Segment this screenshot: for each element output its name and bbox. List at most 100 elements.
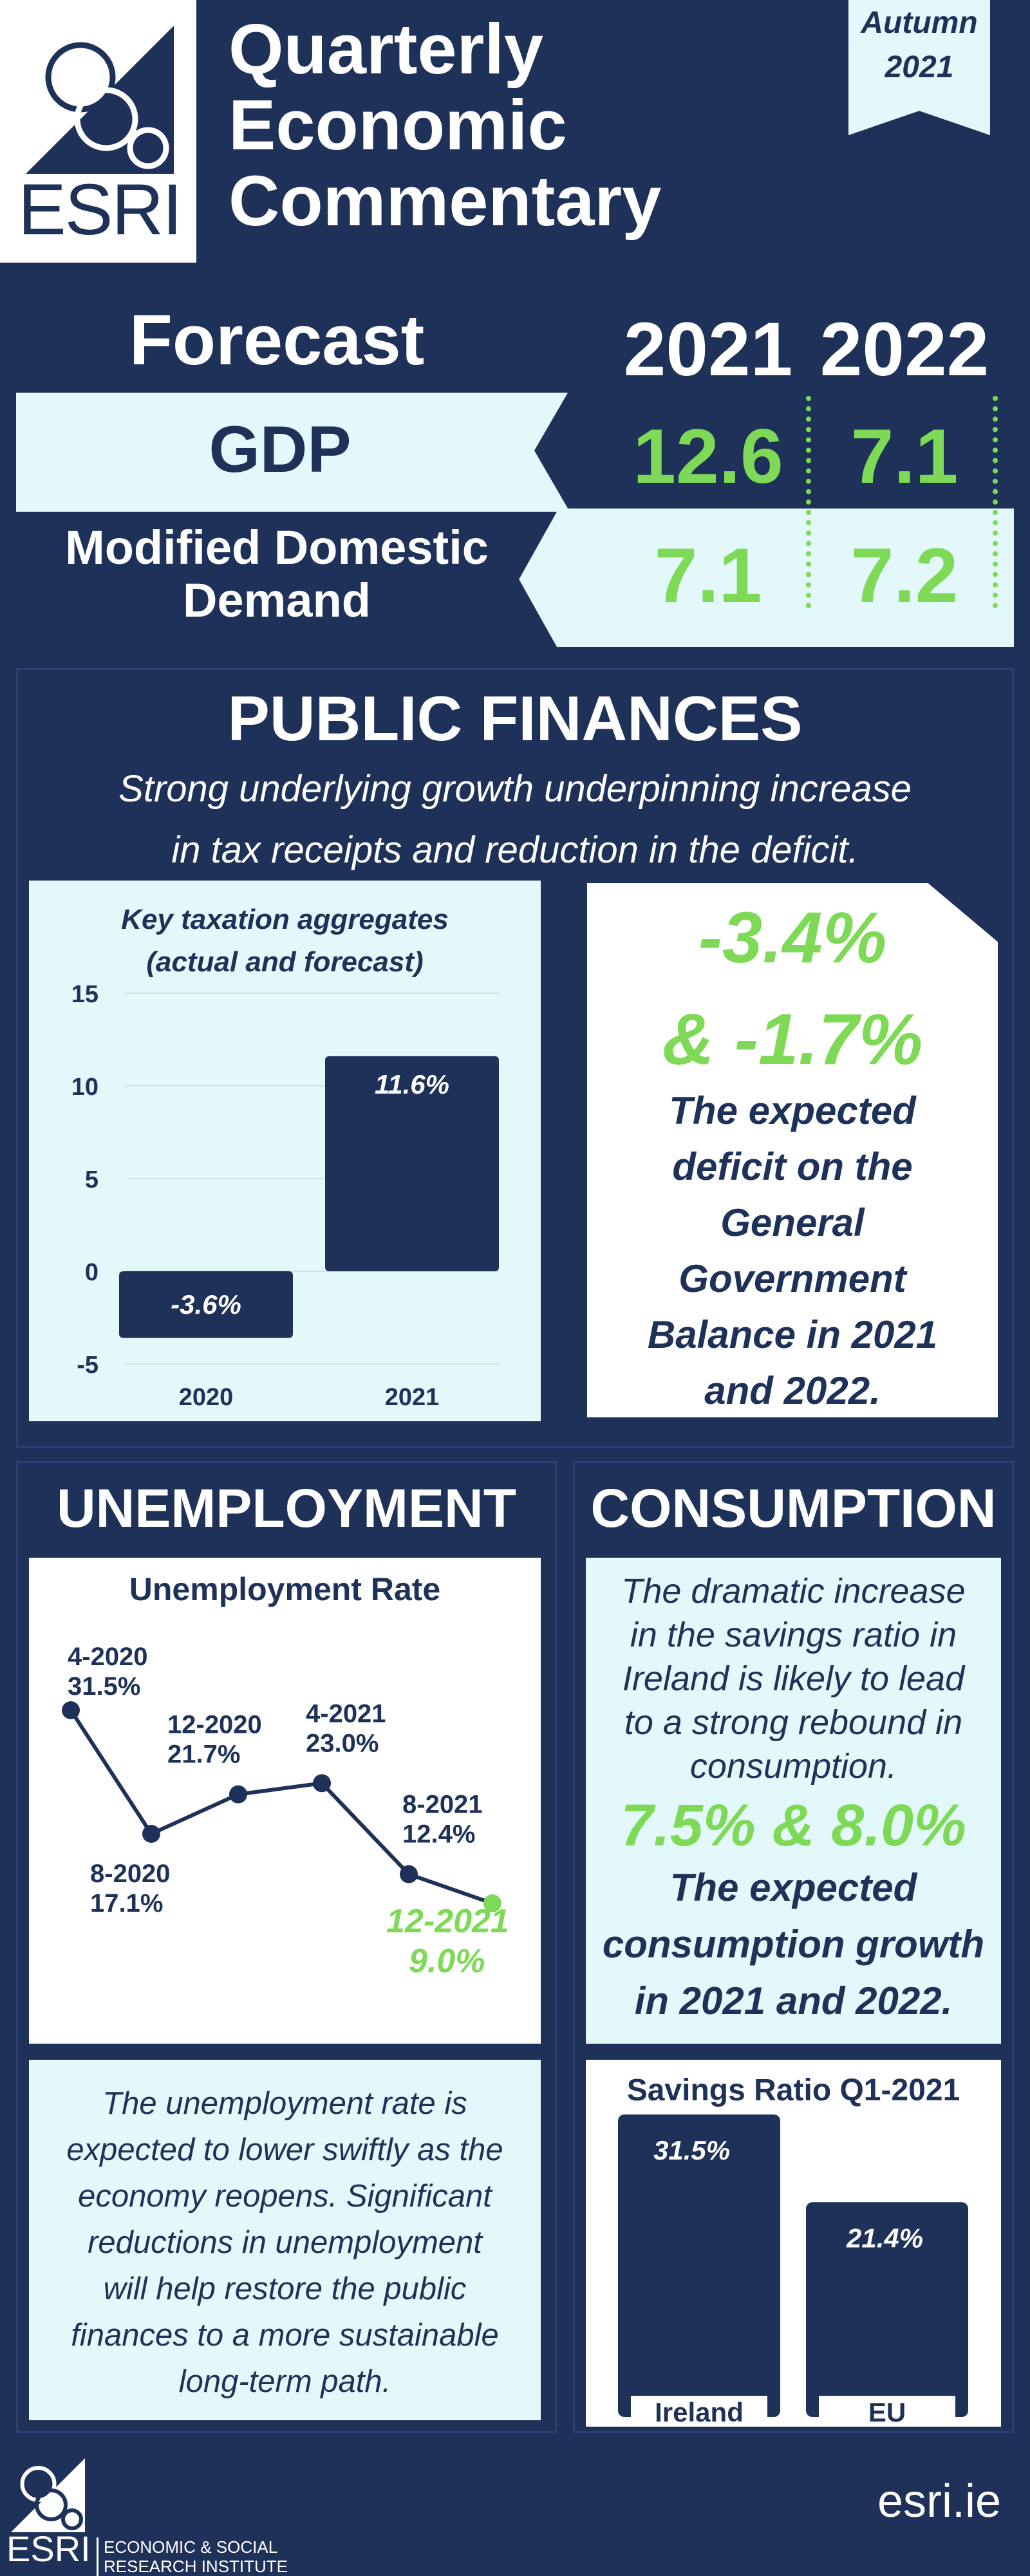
bar-value-label: 31.5% [653,2135,730,2165]
unemployment-chart-title: Unemployment Rate [129,1571,441,1607]
savings-chart: 31.5% Ireland 21.4% EU [618,2114,968,2427]
title-line: Quarterly [229,10,544,89]
mdd-label-bar [16,512,557,647]
divider-line [993,396,998,608]
forecast-heading: Forecast [129,301,425,380]
tax-chart-title: Key taxation aggregates (actual and fore… [29,899,541,984]
x-label: 4-2021 [306,1699,386,1728]
esri-logo: ESRI [0,0,196,263]
unemployment-panel [16,1461,557,2433]
tax-chart: 15 10 5 0 -5 -3.6% 2020 11.6% 2021 [71,981,499,1411]
consumption-growth-text: The expected consumption growth in 2021 … [586,1860,1001,2030]
chart-title-line: Key taxation aggregates [121,904,449,935]
subtitle-line: Strong underlying growth underpinning in… [118,768,912,810]
data-point [62,1701,80,1719]
bar [618,2114,780,2417]
unemployment-chart-card: Unemployment Rate 4-2020 31.5% 8-2020 17.1%… [29,1558,541,2044]
unemployment-text-line: reductions in unemployment [88,2225,482,2260]
tax-chart-card: Key taxation aggregates (actual and fore… [29,881,541,1421]
unemployment-text-line: expected to lower swiftly as the [66,2133,503,2167]
footer-url-link[interactable]: esri.ie [877,2476,1001,2527]
unemployment-text-line: long-term path. [178,2364,391,2399]
consumption-intro-line: to a strong rebound in [624,1703,963,1742]
consumption-growth-value: 7.5% & 8.0% [621,1793,966,1858]
x-label: 4-2020 [68,1643,148,1671]
consumption-intro-line: consumption. [689,1747,897,1786]
consumption-card: The dramatic increase in the savings rat… [586,1558,1001,2044]
forecast-year-2022: 2022 [819,307,989,392]
savings-chart-card: Savings Ratio Q1-2021 31.5% Ireland 21.4% E… [586,2060,1001,2427]
gdp-2021-value: 12.6 [633,413,783,499]
consumption-panel [573,1461,1014,2433]
consumption-intro: The dramatic increase in the savings rat… [586,1569,1001,1788]
consumption-intro-line: in the savings ratio in [630,1616,957,1654]
y-tick-label: 5 [85,1166,98,1193]
category-label-bg [631,2396,767,2427]
unemployment-text-line: The unemployment rate is [102,2086,467,2121]
mdd-2022-value: 7.2 [850,532,959,619]
bar-value-label: 11.6% [375,1069,449,1099]
footer-org-line: ECONOMIC & SOCIAL [104,2537,278,2557]
deficit-value-2021: -3.4% [698,897,887,978]
deficit-text-line: The expected [669,1089,916,1132]
value-label: 12.4% [402,1820,475,1849]
x-label: 8-2020 [90,1860,171,1888]
deficit-description: The expected deficit on the General Gove… [587,1083,998,1417]
x-tick-label: 2020 [179,1384,234,1411]
forecast-header-bar [16,286,1014,393]
consumption-growth-line: in 2021 and 2022. [634,1979,953,2022]
footer-org-line: RESEARCH INSTITUTE [104,2557,288,2576]
bar [325,1056,499,1271]
x-tick-label: 2021 [385,1384,440,1411]
mdd-label: Modified Domestic Demand [26,521,528,627]
edition-season: Autumn [861,6,978,40]
series-line [69,1709,493,1905]
subtitle-line: in tax receipts and reduction in the def… [171,829,859,871]
forecast-year-2021: 2021 [623,307,793,392]
consumption-growth-line: consumption growth [602,1923,985,1966]
footer: ESRI ECONOMIC & SOCIAL RESEARCH INSTITUT… [0,2446,1030,2576]
y-tick-label: 10 [71,1074,98,1101]
deficit-value-2022: & -1.7% [662,999,923,1079]
consumption-growth-line: The expected [670,1866,917,1909]
title-line: Economic [229,86,567,165]
unemployment-text-card: The unemployment rate is expected to low… [29,2060,541,2420]
category-label: EU [868,2397,906,2427]
data-point [142,1825,160,1843]
category-label: Ireland [655,2397,744,2427]
unemployment-text-line: economy reopens. Significant [78,2179,492,2214]
esri-logo-text: ESRI [18,169,182,250]
x-label: 8-2021 [402,1791,483,1819]
savings-chart-title: Savings Ratio Q1-2021 [626,2073,960,2107]
deficit-text-line: Government [679,1257,906,1300]
x-label: 12-2020 [167,1711,262,1739]
deficit-text-line: deficit on the [672,1145,913,1188]
chart-title-line: (actual and forecast) [146,946,424,978]
mdd-2021-value: 7.1 [654,532,762,619]
page-title: Quarterly Economic Commentary [229,12,661,239]
unemployment-heading: UNEMPLOYMENT [57,1478,516,1538]
data-point [483,1894,501,1912]
consumption-intro-line: The dramatic increase [621,1572,966,1610]
category-label-bg [819,2396,955,2427]
gdp-2022-value: 7.1 [850,413,959,499]
consumption-heading: CONSUMPTION [590,1478,997,1538]
deficit-text-line: Balance in 2021 [647,1313,938,1356]
divider-line [806,396,811,608]
data-point [400,1865,418,1883]
bar [119,1271,293,1338]
value-label: 17.1% [90,1889,163,1918]
value-label: 21.7% [167,1741,240,1769]
data-point [229,1785,247,1804]
esri-logo-mark-icon [26,26,174,174]
deficit-card: -3.4% & -1.7% The expected deficit on th… [587,883,998,1417]
y-tick-label: -5 [77,1352,98,1379]
footer-logo-text: ESRI [6,2528,91,2569]
public-finances-subtitle: Strong underlying growth underpinning in… [16,758,1014,881]
deficit-text-line: and 2022. [704,1369,881,1412]
bar-value-label: 21.4% [846,2223,923,2253]
y-tick-label: 15 [71,981,98,1008]
edition-ribbon: Autumn 2021 [848,0,990,135]
value-label: 9.0% [409,1943,485,1980]
